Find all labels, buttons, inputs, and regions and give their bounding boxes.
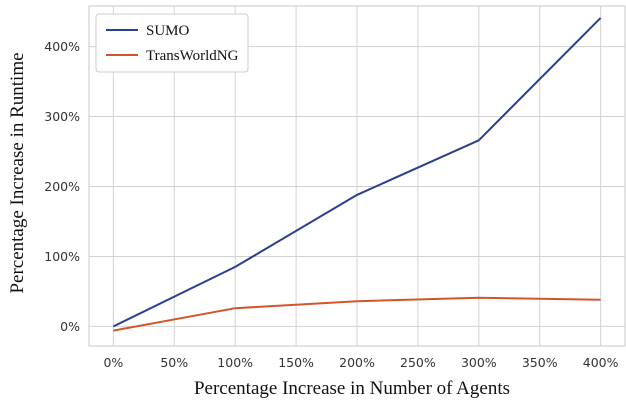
x-axis-title: Percentage Increase in Number of Agents: [194, 378, 510, 399]
y-tick-label: 300%: [44, 109, 80, 124]
x-tick-label: 200%: [339, 355, 375, 370]
y-tick-label: 0%: [60, 319, 80, 334]
x-tick-label: 300%: [461, 355, 497, 370]
series-line-sumo: [112, 17, 602, 328]
y-axis-title: Percentage Increase in Runtime: [7, 52, 28, 293]
x-tick-label: 0%: [103, 355, 123, 370]
legend-box: [95, 13, 249, 73]
y-tick-labels: 0% 100% 200% 300% 400%: [44, 39, 80, 334]
grid: [89, 6, 625, 346]
x-tick-label: 100%: [217, 355, 253, 370]
x-tick-label: 150%: [278, 355, 314, 370]
x-tick-label: 350%: [522, 355, 558, 370]
y-tick-label: 400%: [44, 39, 80, 54]
x-tick-label: 400%: [583, 355, 619, 370]
y-tick-label: 200%: [44, 179, 80, 194]
x-tick-labels: 0% 50% 100% 150% 200% 250% 300% 350% 400%: [103, 355, 618, 370]
series-line-transworldng: [113, 296, 601, 332]
plot-frame: [88, 5, 626, 347]
legend: SUMO TransWorldNG: [95, 13, 249, 73]
y-tick-label: 100%: [44, 249, 80, 264]
legend-label-transworldng: TransWorldNG: [146, 48, 239, 64]
legend-label-sumo: SUMO: [146, 23, 190, 39]
x-tick-label: 50%: [160, 355, 188, 370]
x-tick-label: 250%: [400, 355, 436, 370]
series-lines: [112, 17, 602, 332]
